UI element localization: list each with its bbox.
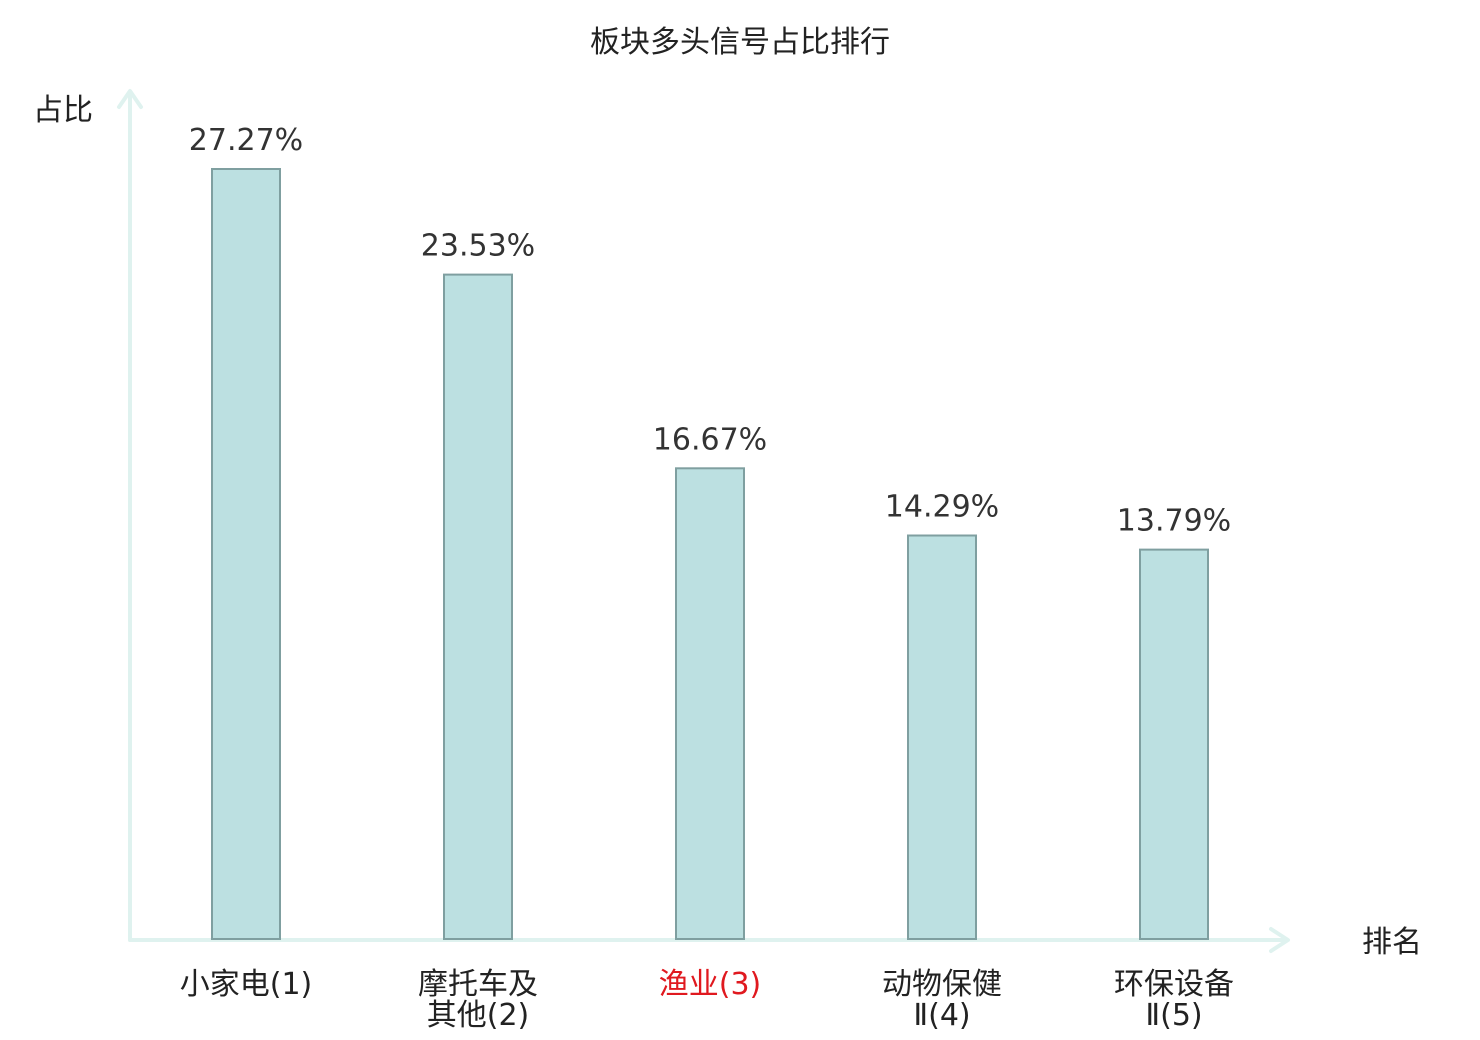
x-axis-arrow xyxy=(1269,927,1290,953)
x-tick-label-5-line-2: Ⅱ(5) xyxy=(1145,998,1202,1033)
x-tick-label-4-line-1: 动物保健 xyxy=(882,967,1002,1002)
x-tick-label-1-line-1: 小家电(1) xyxy=(180,967,313,1002)
value-label-3: 16.67% xyxy=(653,422,767,457)
y-axis-label: 占比 xyxy=(33,93,93,128)
value-label-1: 27.27% xyxy=(189,123,303,158)
value-label-4: 14.29% xyxy=(885,490,999,525)
value-label-2: 23.53% xyxy=(421,229,535,264)
chart-title: 板块多头信号占比排行 xyxy=(590,25,890,60)
bar-2 xyxy=(443,273,513,941)
y-axis-arrow xyxy=(117,89,143,109)
bars-group xyxy=(211,168,1209,941)
x-tick-label-2-line-2: 其他(2) xyxy=(427,998,530,1033)
x-axis-label: 排名 xyxy=(1362,925,1422,960)
bar-3 xyxy=(675,467,745,940)
x-tick-label-5-line-1: 环保设备 xyxy=(1114,967,1234,1002)
bar-1 xyxy=(211,168,281,940)
x-tick-label-3-line-1: 渔业(3) xyxy=(659,967,762,1002)
x-tick-label-2-line-1: 摩托车及 xyxy=(418,967,538,1002)
value-label-5: 13.79% xyxy=(1117,504,1231,539)
x-tick-label-4-line-2: Ⅱ(4) xyxy=(913,998,970,1033)
bar-5 xyxy=(1139,548,1209,941)
bar-4 xyxy=(907,534,977,940)
value-labels-group: 27.27% 23.53% 16.67% 14.29% 13.79% xyxy=(189,123,1231,539)
